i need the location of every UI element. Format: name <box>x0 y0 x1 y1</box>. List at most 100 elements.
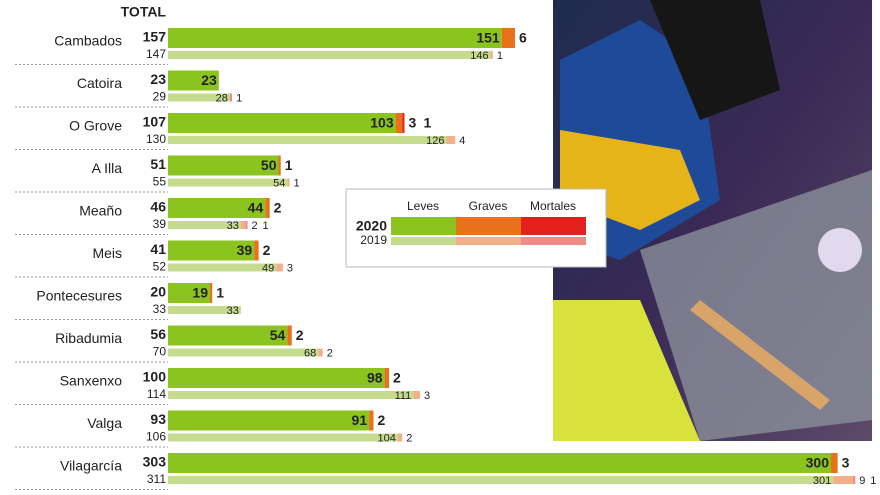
total-label: 55 <box>153 175 167 189</box>
total-label: 23 <box>150 71 166 87</box>
total-label: 46 <box>150 199 166 215</box>
total-label: 130 <box>146 132 166 146</box>
category-label: Meis <box>92 245 122 261</box>
bar-segment <box>254 240 259 261</box>
value-label: 2 <box>296 327 304 343</box>
bar-segment <box>369 410 374 431</box>
legend-label: Graves <box>469 199 508 213</box>
value-label: 300 <box>806 455 830 471</box>
value-label: 98 <box>367 370 383 386</box>
total-label: 39 <box>153 217 167 231</box>
bar-segment <box>278 155 281 176</box>
category-label: Catoira <box>77 75 122 91</box>
category-label: Valga <box>87 415 122 431</box>
category-label: Ribadumia <box>55 330 122 346</box>
legend-year: 2020 <box>356 218 387 234</box>
value-label: 2 <box>393 370 401 386</box>
bar-segment <box>168 368 385 388</box>
bar-segment <box>384 368 389 388</box>
value-label: 2 <box>252 220 258 232</box>
bar-segment <box>168 348 319 357</box>
value-label: 104 <box>377 432 395 444</box>
value-label: 3 <box>842 455 850 471</box>
category-label: Cambados <box>54 33 122 49</box>
legend-swatch <box>456 237 521 245</box>
bar-segment <box>168 51 491 59</box>
bar-segment <box>168 433 398 442</box>
value-label: 39 <box>237 242 253 258</box>
value-label: 91 <box>352 412 368 428</box>
bar-segment <box>168 476 834 484</box>
total-label: 114 <box>147 387 166 401</box>
bar-segment <box>831 453 838 473</box>
bar-segment <box>245 221 248 229</box>
category-label: Meaño <box>79 203 122 219</box>
total-label: 41 <box>150 241 166 257</box>
bar-segment <box>209 283 213 303</box>
total-label: 20 <box>150 284 166 300</box>
value-label: 33 <box>227 305 239 317</box>
value-label: 54 <box>270 327 286 343</box>
value-label: 19 <box>192 285 208 301</box>
value-label: 126 <box>426 135 444 147</box>
value-label: 2 <box>406 432 412 444</box>
bar-segment <box>402 113 405 133</box>
bar-segment <box>168 198 266 218</box>
total-label: 51 <box>150 156 166 172</box>
value-label: 1 <box>870 475 876 487</box>
value-label: 50 <box>261 157 277 173</box>
total-label: 56 <box>150 326 166 342</box>
bar-segment <box>168 178 288 187</box>
bar-segment <box>318 348 323 357</box>
value-label: 4 <box>459 135 465 147</box>
bar-segment <box>287 178 290 187</box>
legend-swatch <box>391 237 456 245</box>
bar-segment <box>168 93 230 102</box>
total-label: 303 <box>143 454 167 470</box>
total-label: 157 <box>143 29 167 45</box>
total-header: TOTAL <box>121 4 167 20</box>
bar-segment <box>168 113 396 133</box>
bar-segment <box>168 155 279 176</box>
value-label: 1 <box>285 157 293 173</box>
bar-segment <box>168 410 370 431</box>
bar-segment <box>287 325 292 346</box>
bar-segment <box>490 51 493 59</box>
value-label: 3 <box>287 262 293 274</box>
bar-segment <box>168 240 255 261</box>
value-label: 2 <box>327 347 333 359</box>
bar-segment <box>168 28 502 48</box>
bar-segment <box>501 28 515 48</box>
bar-segment <box>168 325 288 346</box>
value-label: 2 <box>263 242 271 258</box>
bar-segment <box>168 306 241 314</box>
value-label: 54 <box>273 177 285 189</box>
legend-label: Leves <box>407 199 439 213</box>
total-label: 100 <box>143 369 167 385</box>
bar-segment <box>168 263 277 272</box>
legend-swatch <box>456 217 521 235</box>
category-label: Pontecesures <box>36 288 122 304</box>
bar-segment <box>265 198 270 218</box>
legend-swatch <box>391 217 456 235</box>
category-label: Sanxenxo <box>60 373 122 389</box>
category-label: Vilagarcía <box>60 458 122 474</box>
total-label: 33 <box>153 302 167 316</box>
bar-segment <box>229 93 233 102</box>
legend-year: 2019 <box>360 233 387 247</box>
value-label: 49 <box>262 262 274 274</box>
value-label: 28 <box>216 92 228 104</box>
total-label: 107 <box>143 114 167 130</box>
bar-segment <box>168 221 241 229</box>
bar-segment <box>168 283 210 303</box>
value-label: 1 <box>236 92 242 104</box>
value-label: 3 <box>408 115 416 131</box>
total-label: 147 <box>146 47 166 61</box>
value-label: 9 <box>859 475 865 487</box>
bar-segment <box>168 136 447 144</box>
value-label: 1 <box>216 285 224 301</box>
value-label: 1 <box>497 50 503 62</box>
bar-segment <box>168 453 831 473</box>
